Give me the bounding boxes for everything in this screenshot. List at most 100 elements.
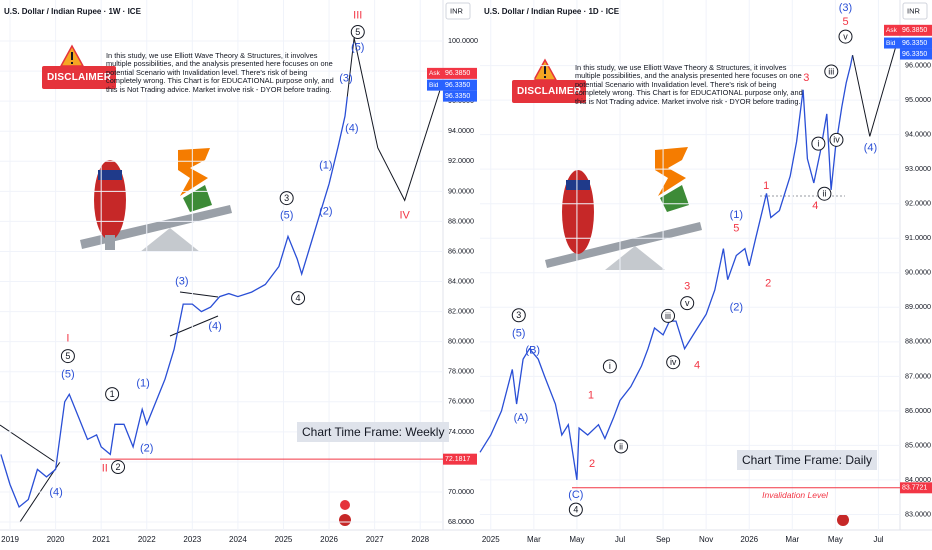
chart-title: U.S. Dollar / Indian Rupee · 1W · ICE: [4, 7, 142, 16]
wave-label: i: [609, 361, 611, 371]
y-tick-label: 91.0000: [905, 233, 931, 242]
wave-label: III: [353, 9, 362, 21]
price-tag-name: Bid: [886, 40, 896, 47]
wave-circle: [602, 359, 617, 374]
wave-circle: [824, 64, 839, 79]
wave-label: (2): [730, 301, 743, 313]
wave-label: I: [66, 332, 69, 344]
trend-lines: [0, 291, 219, 523]
price-tag-label: 96.3350: [445, 82, 470, 89]
y-tick-label: 85.0000: [905, 440, 931, 449]
y-tick-label: 90.0000: [905, 268, 931, 277]
wave-label: 5: [733, 222, 739, 234]
x-tick-label: Mar: [527, 535, 541, 544]
wave-label: 5: [355, 27, 360, 37]
price-tag-name-box: [884, 37, 900, 49]
wave-label: (3): [339, 72, 352, 84]
invalidation-tag: [443, 453, 477, 465]
y-tick-label: 84.0000: [905, 475, 931, 484]
panel-gap: [477, 0, 480, 550]
invalidation-tag: [900, 482, 932, 494]
seesaw-illustration: [80, 148, 232, 252]
y-tick-label: 80.0000: [448, 337, 474, 346]
wave-label: 2: [589, 458, 595, 470]
price-tag-label: 96.3350: [902, 51, 927, 58]
invalidation-price: 83.7721: [902, 485, 927, 492]
wave-label: ii: [619, 441, 623, 451]
x-tick-label: May: [569, 535, 584, 544]
wave-label: (5): [280, 210, 293, 222]
y-tick-label: 89.0000: [905, 302, 931, 311]
wave-label: (B): [525, 345, 540, 357]
wave-label: iv: [833, 135, 840, 145]
wave-label: (3): [175, 275, 188, 287]
price-tag-label: 96.3850: [445, 70, 470, 77]
wave-circle: [511, 308, 526, 323]
x-tick-label: Nov: [699, 535, 713, 544]
wave-label: (4): [49, 486, 62, 498]
timeframe-note: Chart Time Frame: Weekly: [297, 422, 450, 442]
y-tick-label: 92.0000: [905, 199, 931, 208]
logo: [339, 500, 849, 526]
x-tick-label: 2024: [229, 535, 247, 544]
currency-label: INR: [450, 6, 464, 15]
y-tick-label: 83.0000: [905, 509, 931, 518]
wave-label: 5: [65, 351, 70, 361]
wave-circle: [105, 387, 120, 402]
disclaimer-badge: DISCLAIMER: [42, 66, 117, 89]
wave-label: 3: [284, 193, 289, 203]
wave-label: 2: [116, 462, 121, 472]
x-tick-label: 2022: [138, 535, 156, 544]
price-tag-name-box: [884, 24, 900, 36]
price-tag: [900, 48, 932, 60]
y-tick-label: 70.0000: [448, 487, 474, 496]
x-tick-label: Mar: [785, 535, 799, 544]
wave-label: 1: [110, 389, 115, 399]
price-tag-name-box: [427, 67, 443, 79]
wave-label: (1): [319, 159, 332, 171]
wave-label: IV: [400, 210, 411, 222]
x-tick-label: May: [828, 535, 843, 544]
wave-label: iv: [670, 357, 677, 367]
price-tag-label: 96.3350: [902, 40, 927, 47]
timeframe-note: Chart Time Frame: Daily: [737, 450, 878, 470]
y-tick-label: 86.0000: [448, 246, 474, 255]
invalidation-label: Invalidation Level: [762, 490, 829, 500]
wave-label: (1): [136, 377, 149, 389]
price-tag: [443, 90, 477, 102]
y-tick-label: 84.0000: [448, 276, 474, 285]
y-tick-label: 74.0000: [448, 427, 474, 436]
wave-circle: [666, 355, 681, 370]
x-tick-label: 2020: [47, 535, 65, 544]
disclaimer-badge: DISCLAIMER: [512, 80, 587, 103]
price-tag-name: Ask: [886, 27, 898, 34]
wave-label: (C): [568, 489, 583, 501]
x-tick-label: 2025: [482, 535, 500, 544]
wave-circle: [661, 308, 676, 323]
price-line: [852, 39, 899, 137]
currency-box: [445, 2, 471, 20]
wave-label: (4): [864, 142, 877, 154]
wave-label: v: [685, 298, 690, 308]
wave-label: iii: [665, 311, 671, 321]
currency-box: [902, 2, 928, 20]
wave-label: (1): [730, 209, 743, 221]
wave-circle: [838, 29, 853, 44]
wave-circle: [279, 191, 294, 206]
wave-circle: [614, 439, 629, 454]
y-tick-label: 88.0000: [905, 337, 931, 346]
wave-label: (4): [208, 320, 221, 332]
wave-circle: [350, 25, 365, 40]
price-tag: [443, 67, 477, 79]
wave-circle: [60, 349, 75, 364]
chart-panel: 83.0000 84.0000 85.0000 86.0000 87.0000 88.00…: [479, 0, 932, 544]
wave-circle: [811, 136, 826, 151]
y-tick-label: 96.0000: [905, 61, 931, 70]
wave-label: iii: [828, 66, 834, 76]
seesaw-illustration: [545, 147, 702, 270]
wave-label: 5: [842, 16, 848, 28]
wave-label: 3: [803, 72, 809, 84]
y-tick-label: 82.0000: [448, 307, 474, 316]
price-tag-name: Bid: [429, 82, 439, 89]
